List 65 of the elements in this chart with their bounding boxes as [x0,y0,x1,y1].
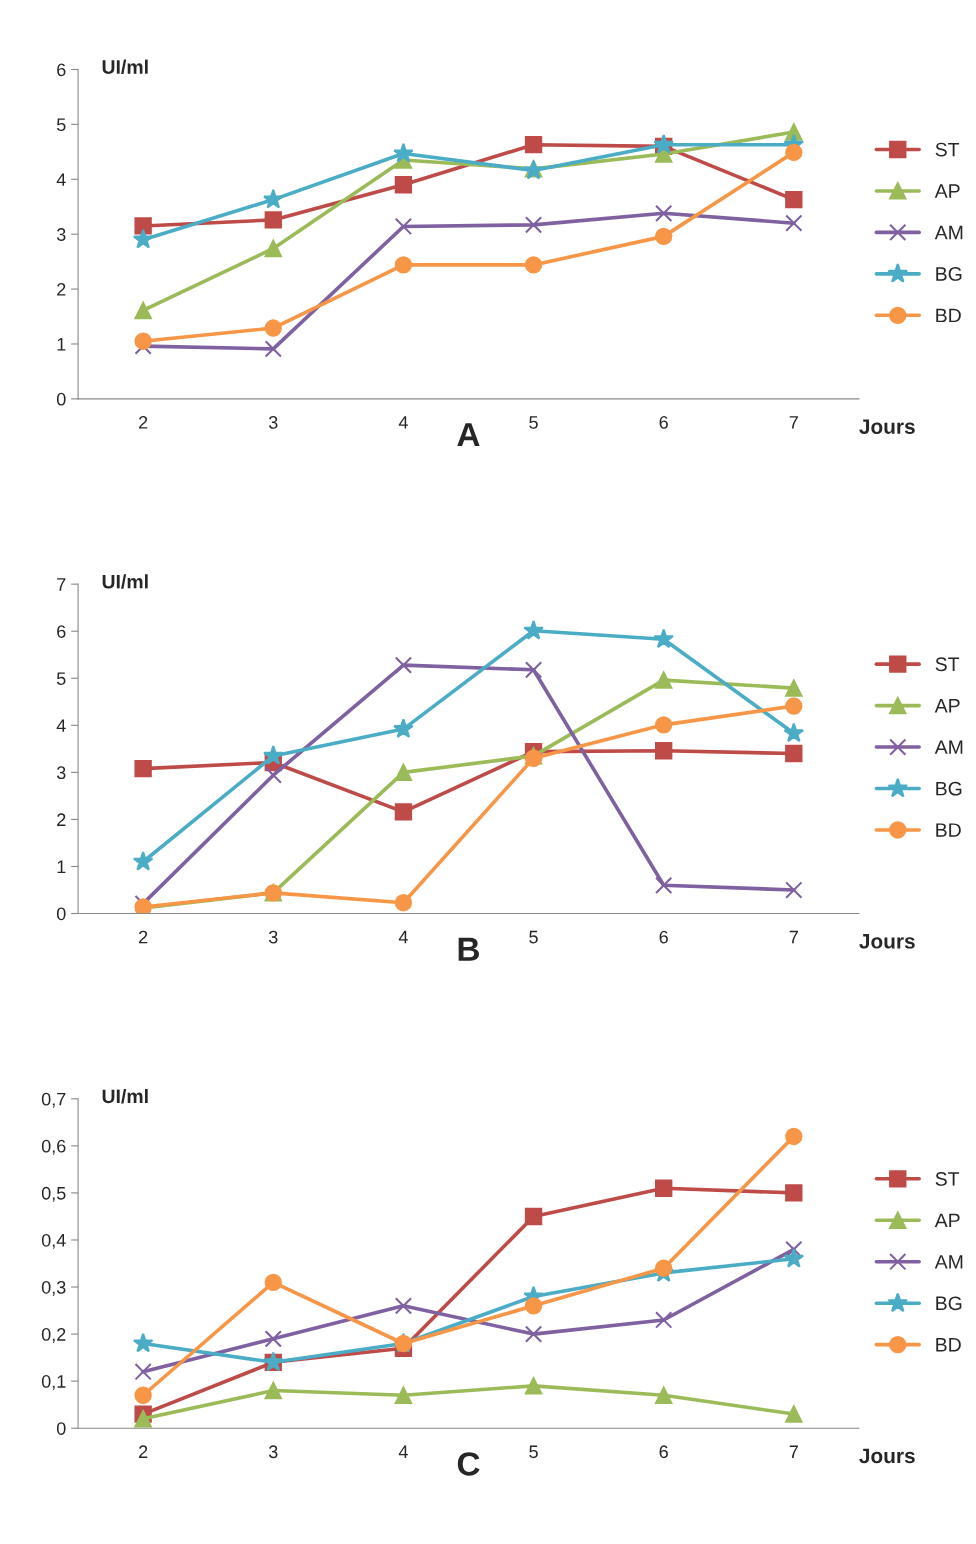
legend-label: AP [934,184,960,198]
x-axis-title: Jours [859,1448,915,1464]
y-tick-label: 0,2 [41,1328,66,1343]
x-tick-label: 5 [529,416,538,429]
legend-label: BG [936,781,962,796]
x-tick-label: 3 [268,416,278,429]
x-tick-label: 6 [659,1445,668,1459]
x-tick-label: 7 [789,930,798,944]
y-axis-title: UI/ml [102,574,148,589]
y-tick-label: 0,4 [41,1233,66,1249]
legend-label: AP [934,699,960,713]
y-tick-label: 5 [56,118,66,132]
y-tick-label: 5 [56,672,66,685]
x-tick-label: 5 [529,930,538,944]
y-tick-label: 1 [57,860,66,874]
x-tick-label: 6 [659,930,668,944]
y-tick-label: 1 [57,338,66,351]
legend-label: BD [936,1338,961,1352]
legend-label: BD [936,823,961,837]
legend-label: AM [934,740,963,754]
y-tick-label: 0 [56,907,66,921]
text: C [457,1452,480,1476]
y-tick-label: 2 [57,813,66,826]
y-tick-label: 6 [57,63,66,77]
text: B [458,937,479,961]
y-axis-title: UI/ml [102,59,148,75]
x-tick-label: 4 [398,416,408,429]
legend-label: ST [935,657,960,672]
x-axis-title: Jours [859,934,915,949]
x-tick-label: 3 [268,930,278,944]
x-tick-label: 4 [398,930,408,944]
legend-label: BG [936,1296,962,1311]
y-tick-label: 0,5 [41,1186,66,1202]
x-tick-label: 2 [139,1445,148,1458]
y-tick-label: 0,6 [41,1139,66,1155]
x-tick-label: 7 [789,1445,798,1458]
y-tick-label: 3 [56,766,66,780]
y-tick-label: 0,7 [41,1092,66,1108]
y-tick-label: 4 [56,173,66,186]
x-tick-label: 6 [659,416,668,429]
y-tick-label: 3 [56,228,66,241]
x-tick-label: 2 [139,416,148,429]
legend-label: AM [934,1255,963,1269]
x-tick-label: 5 [529,1445,538,1459]
y-axis-title: UI/ml [102,1088,148,1104]
y-tick-label: 0,3 [41,1280,66,1296]
x-tick-label: 7 [789,416,798,429]
y-tick-label: 6 [57,625,66,638]
x-tick-label: 2 [139,930,148,944]
legend-label: ST [935,1172,960,1186]
legend-label: ST [935,142,960,157]
legend-label: AP [934,1213,960,1228]
y-tick-label: 2 [57,283,66,296]
text: A [457,423,480,447]
x-tick-label: 3 [268,1445,278,1459]
y-tick-label: 4 [56,719,66,732]
y-tick-label: 0 [56,392,66,406]
y-tick-label: 7 [57,578,66,591]
x-axis-title: Jours [859,419,915,434]
legend-label: AM [934,225,963,240]
legend-label: BG [936,267,962,281]
x-tick-label: 4 [398,1445,408,1458]
y-tick-label: 0 [56,1422,66,1435]
legend-label: BD [936,308,961,323]
y-tick-label: 0,1 [41,1375,66,1390]
